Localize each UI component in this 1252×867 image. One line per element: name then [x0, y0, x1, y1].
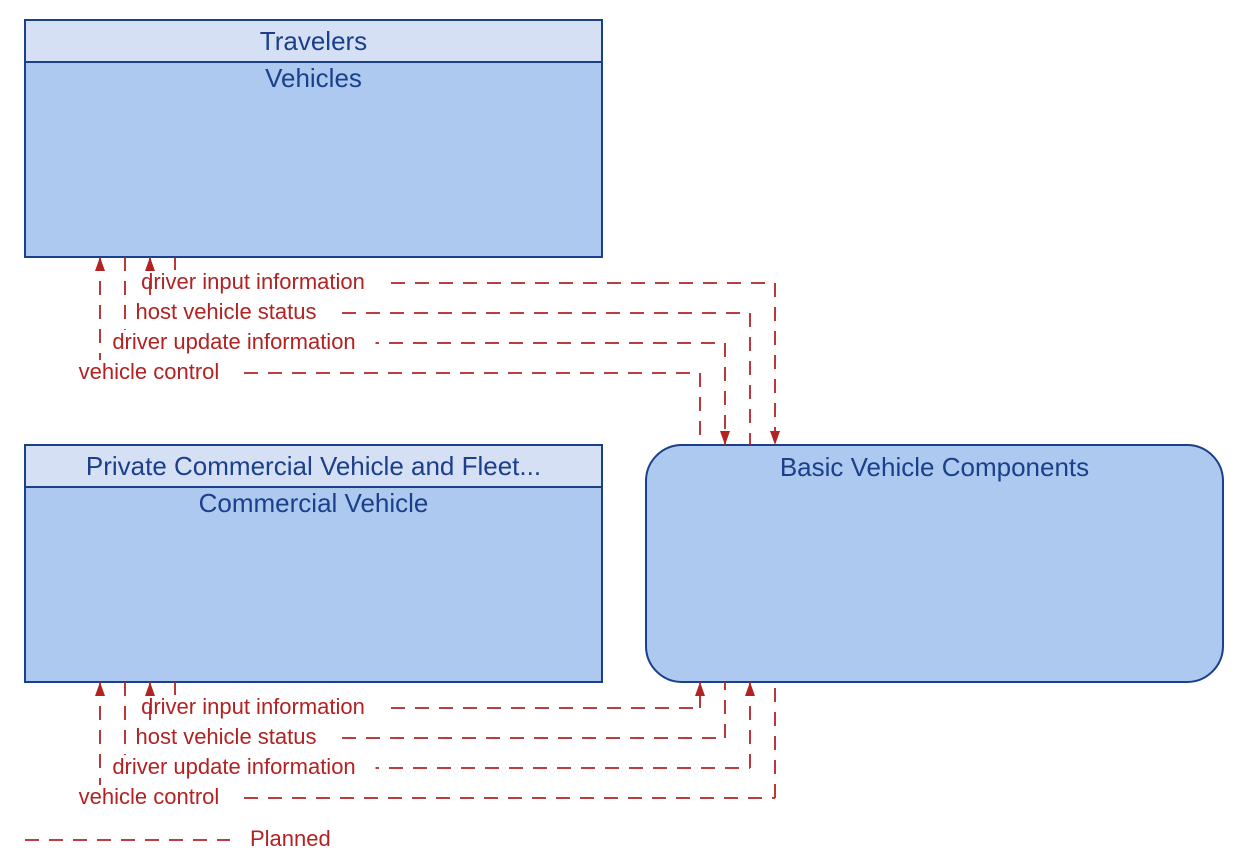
arrow-head [145, 682, 155, 696]
node-basic-vehicle-components-label: Basic Vehicle Components [780, 452, 1089, 482]
legend-label: Planned [250, 826, 331, 851]
arrow-head [720, 431, 730, 445]
node-travelers: Travelers Vehicles [25, 20, 602, 257]
node-travelers-header-label: Travelers [260, 26, 367, 56]
flow-label: driver input information [141, 269, 365, 294]
flow-label: vehicle control [79, 359, 220, 384]
flow-label: driver update information [112, 329, 355, 354]
flow-label: host vehicle status [136, 724, 317, 749]
flow-label: driver input information [141, 694, 365, 719]
node-commercial-body-label: Commercial Vehicle [199, 488, 429, 518]
arrow-head [695, 682, 705, 696]
flow-label: host vehicle status [136, 299, 317, 324]
arrow-head [95, 257, 105, 271]
arrow-head [95, 682, 105, 696]
node-commercial: Private Commercial Vehicle and Fleet... C… [25, 445, 602, 682]
flow-label: vehicle control [79, 784, 220, 809]
node-travelers-body-label: Vehicles [265, 63, 362, 93]
arrow-head [145, 257, 155, 271]
flow-label: driver update information [112, 754, 355, 779]
arrow-head [770, 431, 780, 445]
node-commercial-header-label: Private Commercial Vehicle and Fleet... [86, 451, 541, 481]
node-basic-vehicle-components: Basic Vehicle Components [646, 445, 1223, 682]
arrow-head [745, 682, 755, 696]
